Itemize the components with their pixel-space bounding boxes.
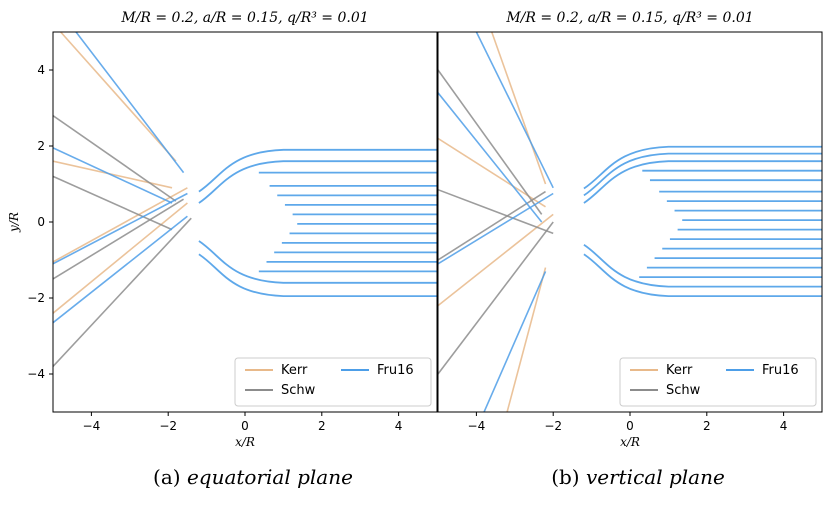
axes-frame (437, 31, 823, 413)
escape-ray-kerr-0 (60, 32, 177, 162)
panel-equatorial: −4 −2 0 2 4 −4 −2 0 2 4 M/R = 0.2, a/R = 0.15, q/R… (7, 10, 438, 489)
incoming-ray-14 (583, 160, 822, 204)
escape-ray-kerr-3 (53, 202, 188, 314)
escape-ray-schw-4 (53, 114, 177, 202)
x-tick-label: 2 (703, 419, 711, 433)
x-tick-label: −2 (159, 419, 177, 433)
legend: Kerr Schw Fru16 (234, 357, 432, 407)
x-tick-label: 2 (318, 419, 326, 433)
escape-ray-schw-6 (438, 190, 546, 261)
escape-ray-kerr-3 (506, 267, 547, 412)
escape-ray-fru16-8 (75, 32, 185, 174)
panel-caption: (a) equatorial plane (153, 465, 353, 489)
legend-box (234, 357, 432, 407)
escape-ray-schw-4 (438, 69, 543, 215)
legend-label-kerr: Kerr (666, 363, 693, 378)
legend: Kerr Schw Fru16 (619, 357, 817, 407)
panel-vertical: −4 −2 0 2 4 M/R = 0.2, a/R = 0.15, q/R³ = 0.0… (437, 10, 823, 489)
legend-box (619, 357, 817, 407)
incoming-ray-1 (583, 244, 822, 288)
y-tick-label: 2 (37, 139, 45, 153)
legend-label-kerr: Kerr (281, 363, 308, 378)
x-axis-label: x/R (235, 435, 255, 449)
escape-ray-fru16-9 (438, 92, 543, 223)
escape-ray-schw-6 (53, 198, 184, 280)
panel-title: M/R = 0.2, a/R = 0.15, q/R³ = 0.01 (120, 10, 368, 26)
x-tick-label: −4 (83, 419, 101, 433)
incoming-ray-0 (198, 253, 437, 297)
y-tick-label: 0 (37, 215, 45, 229)
plot-area (53, 32, 437, 367)
escape-ray-kerr-0 (491, 32, 547, 185)
x-tick-label: −2 (544, 419, 562, 433)
y-tick-label: −2 (27, 291, 45, 305)
panel-caption: (b) vertical plane (551, 465, 725, 489)
y-tick-label: 4 (37, 63, 45, 77)
escape-ray-schw-7 (438, 221, 554, 375)
incoming-ray-0 (583, 253, 822, 297)
escape-ray-kerr-2 (438, 213, 554, 307)
x-tick-label: 4 (780, 419, 788, 433)
legend-label-fru16: Fru16 (762, 363, 799, 378)
x-tick-label: −4 (468, 419, 486, 433)
caption-text: equatorial plane (187, 465, 353, 489)
incoming-ray-14 (198, 148, 437, 193)
caption-letter: (b) (551, 465, 586, 489)
incoming-ray-1 (198, 240, 437, 284)
escape-ray-schw-5 (438, 188, 554, 235)
x-tick-label: 4 (395, 419, 403, 433)
legend-label-schw: Schw (281, 383, 316, 398)
incoming-ray-15 (583, 152, 822, 197)
x-tick-label: 0 (626, 419, 634, 433)
escape-ray-kerr-1 (53, 160, 173, 189)
plot-area (438, 32, 822, 412)
caption-letter: (a) (153, 465, 187, 489)
x-tick-label: 0 (241, 419, 249, 433)
escape-ray-fru16-11 (483, 271, 547, 412)
escape-ray-fru16-10 (53, 192, 188, 265)
panel-title: M/R = 0.2, a/R = 0.15, q/R³ = 0.01 (505, 10, 753, 26)
escape-ray-fru16-11 (53, 215, 188, 324)
incoming-ray-13 (198, 160, 437, 204)
escape-ray-kerr-2 (53, 187, 188, 263)
escape-ray-fru16-8 (475, 32, 554, 189)
x-axis-label: x/R (620, 435, 640, 449)
y-tick-label: −4 (27, 367, 45, 381)
legend-label-fru16: Fru16 (377, 363, 414, 378)
escape-ray-fru16-10 (438, 192, 554, 265)
escape-ray-schw-5 (53, 175, 173, 231)
y-axis-label: y/R (7, 212, 21, 233)
caption-text: vertical plane (586, 465, 725, 489)
escape-ray-fru16-9 (53, 147, 173, 204)
incoming-ray-16 (583, 145, 822, 190)
legend-label-schw: Schw (666, 383, 701, 398)
escape-ray-schw-7 (53, 217, 192, 367)
